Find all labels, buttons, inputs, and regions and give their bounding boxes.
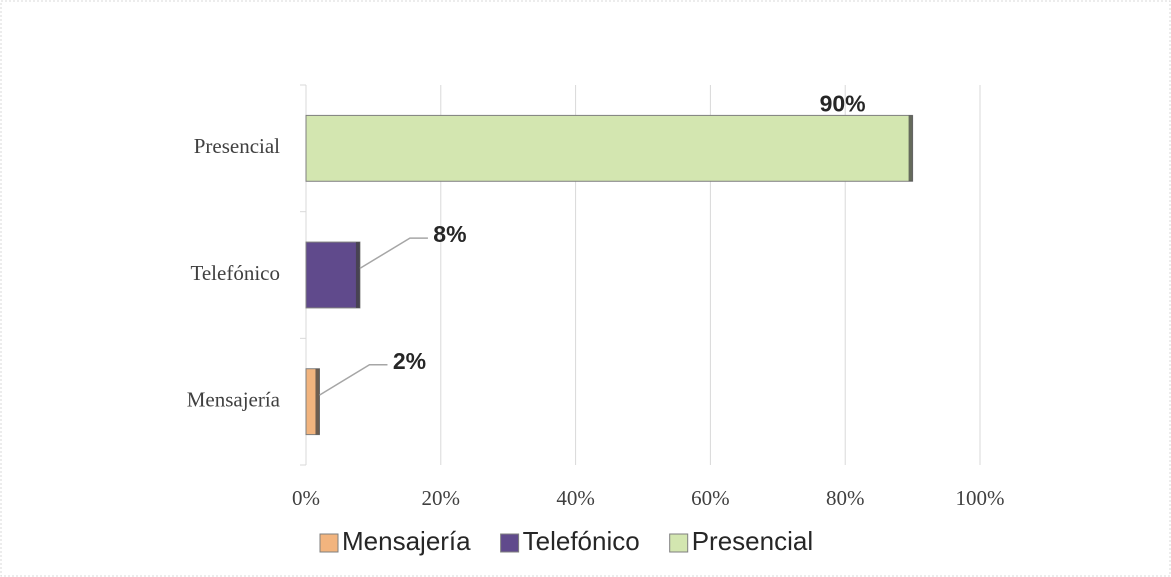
data-label: 8% <box>433 221 466 247</box>
legend-label: Telefónico <box>523 526 640 556</box>
legend-swatch <box>319 533 339 553</box>
legend-swatch <box>669 533 689 553</box>
data-label: 90% <box>820 90 866 116</box>
legend-swatch <box>500 533 520 553</box>
data-label: 2% <box>393 348 426 374</box>
x-tick-label: 60% <box>691 486 730 510</box>
bar-edge <box>908 115 913 182</box>
x-tick-label: 40% <box>556 486 595 510</box>
y-tick-label: Presencial <box>194 134 280 158</box>
x-tick-label: 20% <box>422 486 461 510</box>
bar <box>305 241 361 309</box>
bar-edge <box>315 368 320 435</box>
legend-label: Mensajería <box>342 526 471 556</box>
x-tick-label: 0% <box>292 486 320 510</box>
y-tick-label: Mensajería <box>187 387 281 411</box>
bar-edge <box>355 242 360 308</box>
legend-label: Presencial <box>692 526 813 556</box>
bar <box>305 114 914 182</box>
x-tick-label: 100% <box>956 486 1005 510</box>
x-tick-label: 80% <box>826 486 865 510</box>
leader-line <box>359 237 428 270</box>
y-tick-label: Telefónico <box>191 261 281 285</box>
leader-line <box>319 363 388 396</box>
